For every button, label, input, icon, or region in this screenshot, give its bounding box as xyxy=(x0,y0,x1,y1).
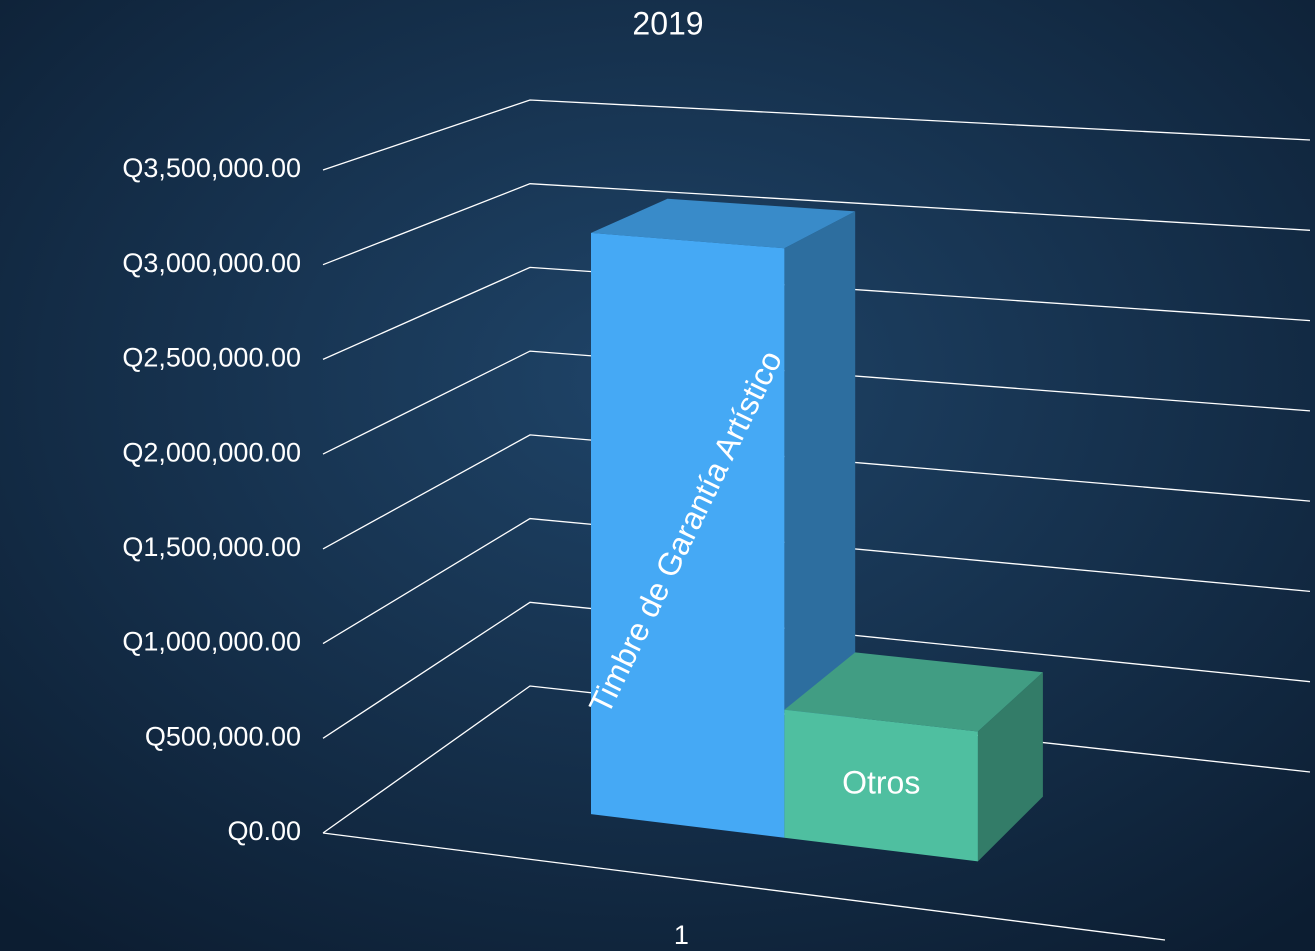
y-tick-label: Q500,000.00 xyxy=(145,721,301,751)
bar-top xyxy=(591,198,856,249)
grid-line xyxy=(322,350,1311,455)
y-tick-label: Q1,500,000.00 xyxy=(122,532,301,562)
grid-line xyxy=(322,266,1311,360)
y-tick-label: Q3,000,000.00 xyxy=(122,248,301,278)
x-tick-label: 1 xyxy=(674,920,689,950)
grid-line xyxy=(322,434,1311,550)
chart-title: 2019 xyxy=(632,5,703,41)
grid-line xyxy=(322,183,1311,266)
y-tick-label: Q1,000,000.00 xyxy=(122,627,301,657)
bar-top xyxy=(784,652,1043,732)
grid-line xyxy=(322,99,1311,171)
floor-edge xyxy=(322,832,1166,941)
bar-side xyxy=(977,672,1043,862)
bar-front xyxy=(591,232,785,838)
y-tick-label: Q3,500,000.00 xyxy=(122,153,301,183)
bar-label: Otros xyxy=(842,765,920,801)
grid-line xyxy=(322,517,1311,645)
grid-line xyxy=(322,685,1311,834)
y-tick-label: Q2,000,000.00 xyxy=(122,437,301,467)
bar-front xyxy=(784,709,978,862)
grid-line xyxy=(322,601,1311,739)
y-tick-label: Q0.00 xyxy=(227,816,301,846)
y-tick-label: Q2,500,000.00 xyxy=(122,343,301,373)
